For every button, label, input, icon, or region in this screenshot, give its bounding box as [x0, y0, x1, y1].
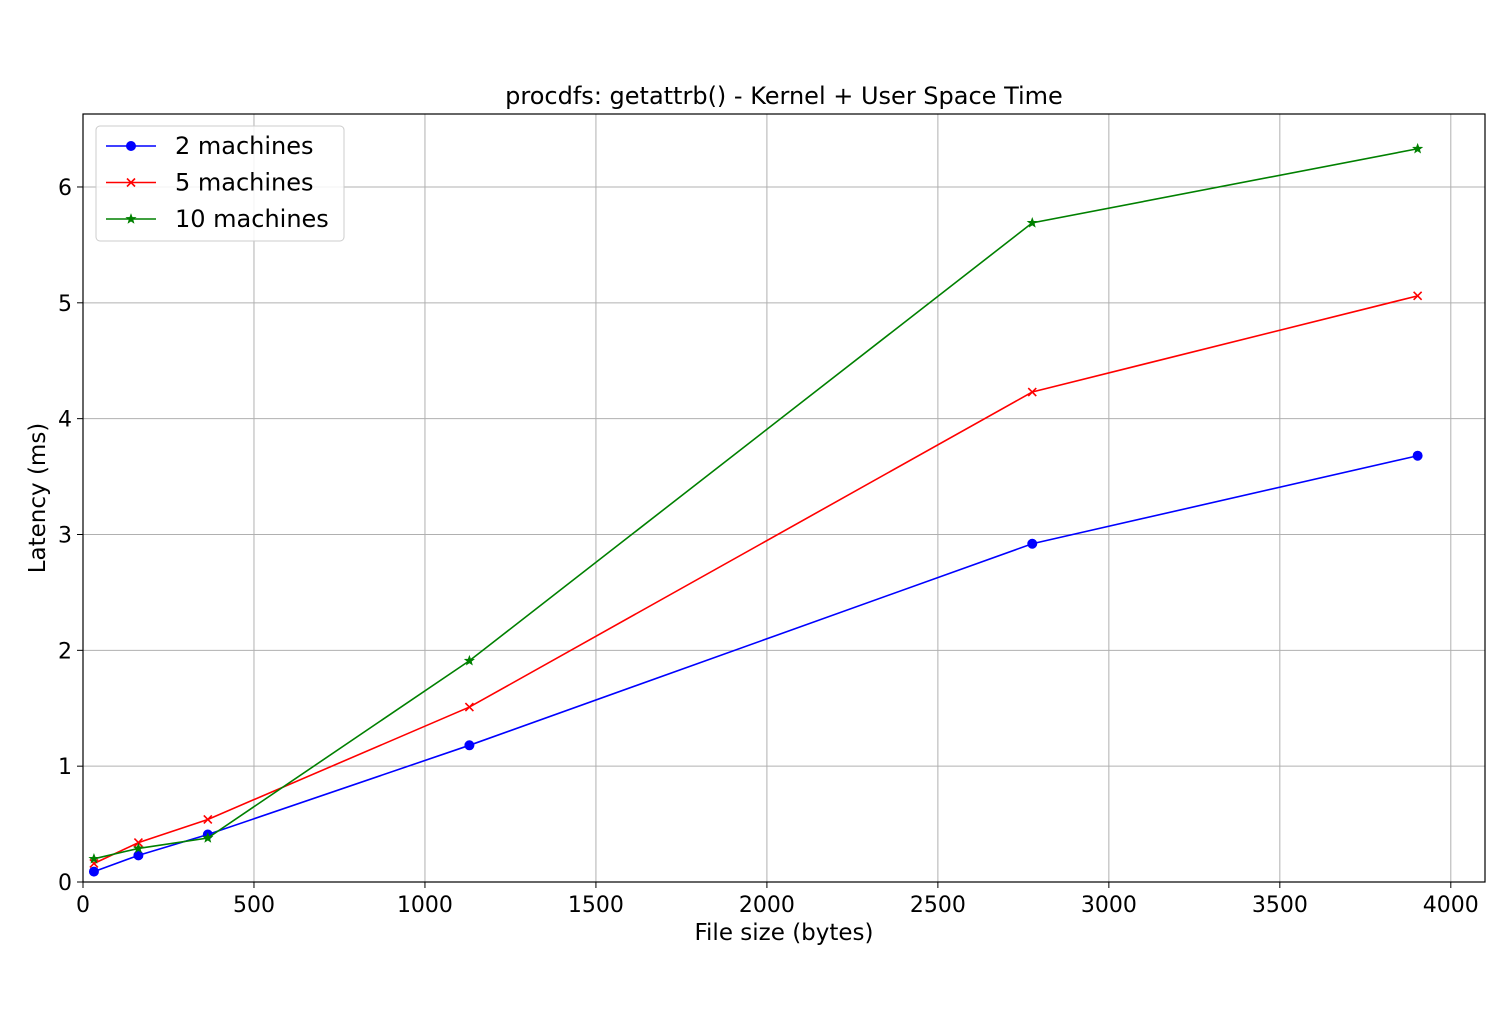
y-tick-label: 5: [58, 292, 72, 317]
data-point: [1412, 450, 1423, 461]
legend-marker: [126, 141, 136, 151]
data-point: [88, 866, 99, 877]
x-tick-label: 1500: [568, 893, 624, 918]
legend-label: 2 machines: [175, 132, 314, 160]
series-3: [88, 142, 1424, 864]
legend: 2 machines 5 machines 10 machines: [95, 125, 345, 242]
legend-box: [95, 125, 345, 242]
x-tick-label: 0: [76, 893, 90, 918]
data-point: [88, 852, 100, 864]
y-tick-label: 1: [58, 755, 72, 780]
legend-label: 5 machines: [175, 169, 314, 197]
plot-area-frame: [82, 113, 1486, 883]
y-tick-label: 2: [58, 639, 72, 664]
legend-marker: [126, 177, 136, 188]
axis-ticks: 0 500 1000 1500 2000 2500 3000 3500 4000 0 1 2 3 4 5 6: [58, 176, 1479, 918]
x-tick-label: 2000: [739, 893, 795, 918]
series-line: [93, 454, 1418, 873]
x-tick-label: 1000: [397, 893, 453, 918]
x-axis-title: File size (bytes): [694, 920, 873, 946]
data-point: [464, 702, 474, 712]
y-tick-label: 3: [58, 523, 72, 548]
series-line: [93, 147, 1418, 860]
legend-entry: 5 machines: [106, 169, 314, 197]
data-point: [464, 740, 475, 751]
legend-entry: 2 machines: [106, 132, 314, 160]
data-point: [203, 814, 213, 825]
legend-marker: [125, 213, 137, 224]
data-point: [1027, 387, 1037, 397]
y-tick-label: 0: [58, 871, 72, 896]
x-tick-label: 4000: [1423, 893, 1479, 918]
legend-entry: 10 machines: [106, 205, 329, 233]
data-point: [1413, 291, 1423, 301]
data-point: [463, 654, 475, 666]
y-tick-label: 6: [58, 176, 72, 201]
y-axis-title: Latency (ms): [25, 423, 51, 574]
data-point: [202, 832, 214, 843]
x-tick-label: 3500: [1252, 893, 1308, 918]
x-tick-label: 500: [233, 893, 275, 918]
x-tick-label: 3000: [1081, 893, 1137, 918]
data-point: [1412, 142, 1424, 154]
data-point: [1026, 217, 1038, 228]
chart-title: procdfs: getattrb() - Kernel + User Spac…: [505, 82, 1063, 110]
y-tick-label: 4: [58, 408, 72, 433]
x-tick-label: 2500: [910, 893, 966, 918]
legend-label: 10 machines: [175, 205, 329, 233]
data-point: [132, 842, 144, 854]
data-point: [1027, 538, 1038, 549]
series-group: [88, 142, 1424, 877]
series-line: [93, 295, 1418, 865]
